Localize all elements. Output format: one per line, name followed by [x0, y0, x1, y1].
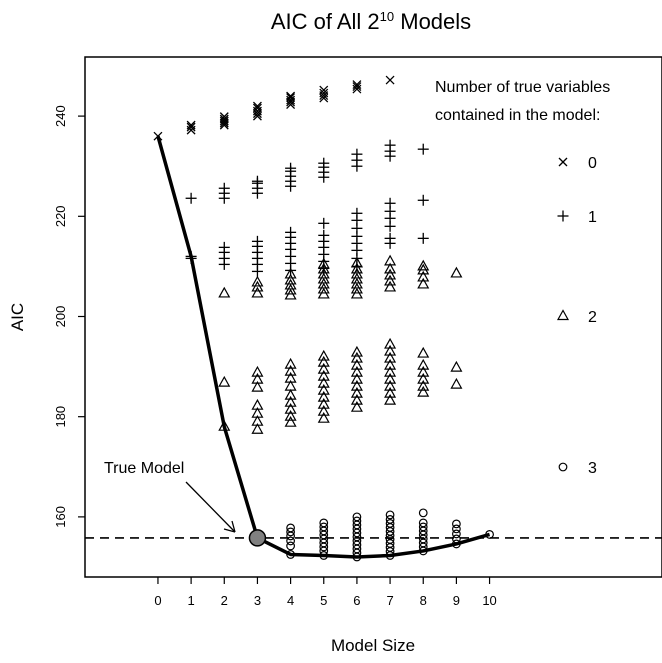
data-point-triangle — [451, 362, 461, 371]
legend-marker-triangle — [558, 311, 568, 320]
legend-title-line1: Number of true variables — [435, 79, 610, 96]
data-point-triangle — [219, 288, 229, 297]
chart-title: AIC of All 210 Models — [271, 9, 471, 34]
x-tick-label: 1 — [187, 593, 194, 608]
minimum-aic-path — [158, 136, 490, 557]
x-tick-label: 6 — [353, 593, 360, 608]
data-point-+ — [418, 233, 429, 244]
data-point-circle — [386, 511, 394, 519]
data-point-x — [386, 76, 394, 84]
x-tick-label: 2 — [221, 593, 228, 608]
data-point-+ — [285, 163, 296, 174]
data-point-+ — [219, 242, 230, 253]
legend-marker-circle — [559, 463, 567, 471]
x-tick-label: 4 — [287, 593, 294, 608]
x-tick-label: 3 — [254, 593, 261, 608]
x-axis: 0 1 2 3 4 5 6 7 8 9 10 — [154, 577, 496, 608]
data-point-triangle — [385, 395, 395, 404]
data-point-triangle — [418, 348, 428, 357]
data-point-+ — [252, 236, 263, 247]
series-1 — [186, 140, 429, 277]
y-tick-label: 180 — [53, 406, 68, 428]
data-point-triangle — [352, 347, 362, 356]
data-point-triangle — [286, 411, 296, 420]
legend-label: 0 — [588, 155, 597, 172]
data-point-circle — [453, 520, 461, 528]
legend-label: 2 — [588, 309, 597, 326]
data-point-+ — [385, 198, 396, 209]
data-point-+ — [385, 140, 396, 151]
data-point-+ — [418, 195, 429, 206]
legend-label: 3 — [588, 460, 597, 477]
legend-marker-+ — [558, 211, 569, 222]
data-point-+ — [418, 144, 429, 155]
series-0 — [154, 76, 394, 140]
true-model-marker — [249, 530, 265, 546]
legend-label: 1 — [588, 209, 597, 226]
data-point-+ — [219, 183, 230, 194]
y-tick-label: 160 — [53, 506, 68, 528]
true-model-label: True Model — [104, 460, 184, 477]
plot-frame — [85, 57, 662, 577]
data-point-+ — [186, 193, 197, 204]
data-point-triangle — [352, 402, 362, 411]
legend: Number of true variables contained in th… — [435, 79, 610, 477]
data-point-circle — [419, 509, 427, 517]
data-point-+ — [351, 208, 362, 219]
data-point-triangle — [451, 379, 461, 388]
data-point-triangle — [319, 413, 329, 422]
y-axis-label: AIC — [8, 303, 27, 331]
y-tick-label: 220 — [53, 205, 68, 227]
true-model-arrow — [186, 482, 235, 532]
series-3 — [287, 509, 494, 561]
data-point-triangle — [319, 351, 329, 360]
legend-marker-x — [559, 158, 567, 166]
data-point-triangle — [418, 381, 428, 390]
data-point-+ — [351, 149, 362, 160]
data-point-+ — [318, 218, 329, 229]
data-point-triangle — [451, 268, 461, 277]
data-point-+ — [285, 227, 296, 238]
x-tick-label: 7 — [386, 593, 393, 608]
y-axis: 160 180 200 220 240 — [53, 105, 85, 527]
data-point-triangle — [418, 279, 428, 288]
series-2 — [219, 256, 461, 433]
x-axis-label: Model Size — [331, 636, 415, 655]
x-tick-label: 8 — [420, 593, 427, 608]
legend-title-line2: contained in the model: — [435, 107, 600, 124]
data-point-x — [287, 92, 295, 100]
x-tick-label: 0 — [154, 593, 161, 608]
data-point-+ — [385, 233, 396, 244]
y-tick-label: 240 — [53, 105, 68, 127]
y-tick-label: 200 — [53, 306, 68, 328]
data-point-triangle — [219, 377, 229, 386]
x-tick-label: 10 — [482, 593, 496, 608]
x-tick-label: 5 — [320, 593, 327, 608]
data-point-+ — [252, 176, 263, 187]
data-point-+ — [318, 230, 329, 241]
x-tick-label: 9 — [453, 593, 460, 608]
